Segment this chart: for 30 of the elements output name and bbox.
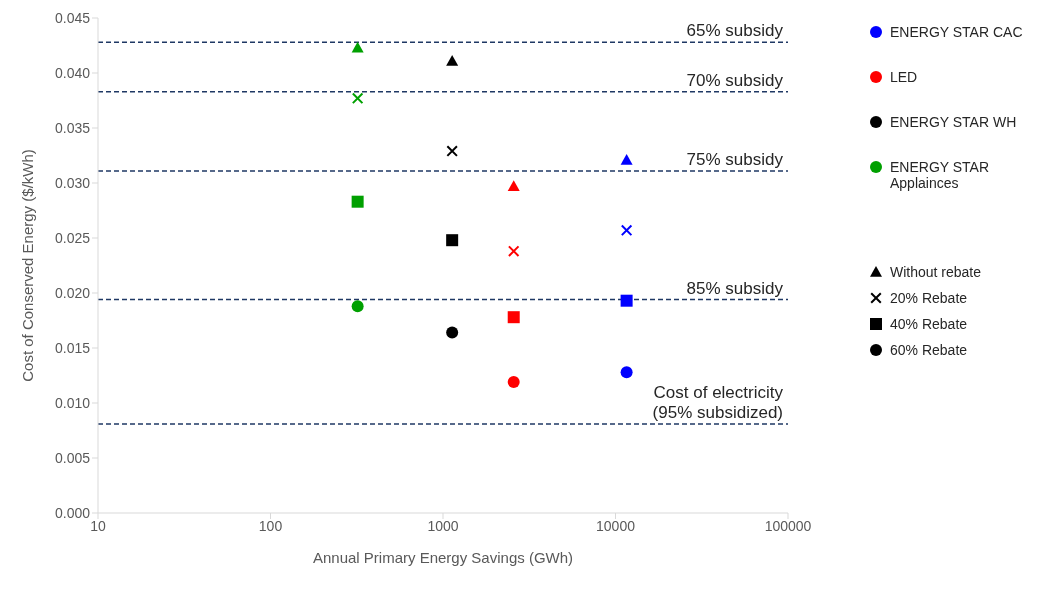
x-tick-label: 100 <box>258 517 283 534</box>
ref-line-label: 75% subsidy <box>686 149 784 169</box>
ref-line-label: Cost of electricity (95% subsidized) <box>652 382 784 422</box>
legend-label: LED <box>890 69 918 85</box>
legend-label: ENERGY STAR Applainces <box>890 159 991 191</box>
y-tick-label: 0.040 <box>54 64 91 81</box>
legend-label: Without rebate <box>890 264 982 280</box>
y-tick-label: 0.045 <box>54 9 91 26</box>
y-tick-label: 0.025 <box>54 229 91 246</box>
y-tick-label: 0.000 <box>54 504 91 521</box>
x-tick-label: 10 <box>90 517 106 534</box>
legend-label: ENERGY STAR CAC <box>890 24 1023 40</box>
text: 60% Rebate <box>890 342 968 358</box>
y-tick-label: 0.010 <box>54 394 91 411</box>
y-tick-label: 0.020 <box>54 284 91 301</box>
ref-line-label: 65% subsidy <box>686 21 784 41</box>
y-tick-label: 0.015 <box>54 339 91 356</box>
y-tick-label: 0.035 <box>54 119 91 136</box>
x-tick-label: 10000 <box>596 517 636 534</box>
y-axis-title: Cost of Conserved Energy ($/kWh) <box>19 149 37 382</box>
x-tick-label: 1000 <box>427 517 459 534</box>
y-tick-label: 0.005 <box>54 449 91 466</box>
ref-line-label: 70% subsidy <box>686 70 784 90</box>
x-tick-label: 100000 <box>764 517 812 534</box>
legend-label: 40% Rebate <box>890 316 968 332</box>
ref-line-label: 85% subsidy <box>686 278 784 298</box>
legend-label: 20% Rebate <box>890 290 968 306</box>
y-tick-label: 0.030 <box>54 174 91 191</box>
legend-label: ENERGY STAR WH <box>890 114 1017 130</box>
x-axis-title: Annual Primary Energy Savings (GWh) <box>312 549 574 566</box>
